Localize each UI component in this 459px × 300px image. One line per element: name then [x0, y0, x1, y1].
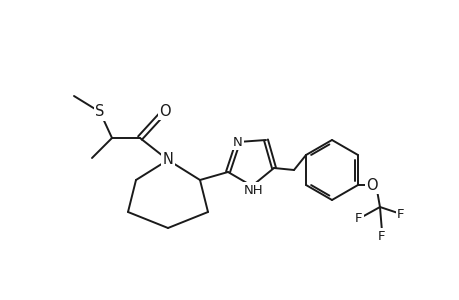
Text: NH: NH: [244, 184, 263, 196]
Text: N: N: [233, 136, 242, 148]
Text: S: S: [95, 104, 105, 119]
Text: F: F: [354, 212, 362, 226]
Text: F: F: [397, 208, 404, 221]
Text: O: O: [365, 178, 377, 193]
Text: F: F: [377, 230, 385, 242]
Text: O: O: [159, 103, 170, 118]
Text: N: N: [162, 152, 173, 167]
